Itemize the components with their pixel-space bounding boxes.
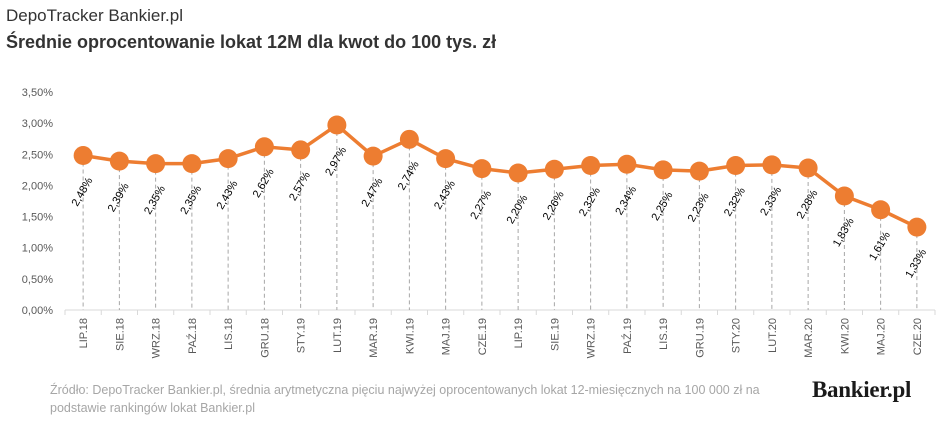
x-tick-label: PAŹ.18: [186, 318, 199, 354]
y-tick-label: 0,50%: [22, 274, 53, 286]
data-point: [399, 129, 419, 149]
data-label: 2,20%: [505, 193, 531, 226]
data-label: 2,48%: [70, 175, 96, 208]
data-point: [653, 160, 673, 180]
chart-title: Średnie oprocentowanie lokat 12M dla kwo…: [6, 32, 497, 52]
data-point: [907, 217, 927, 237]
x-tick-label: WRZ.19: [586, 318, 598, 358]
y-tick-label: 2,00%: [22, 180, 53, 192]
data-point: [73, 146, 93, 166]
y-tick-label: 3,50%: [22, 87, 53, 99]
x-tick-label: MAJ.19: [441, 318, 453, 355]
x-tick-label: LIS.18: [223, 318, 235, 350]
x-tick-label: LIP.19: [513, 318, 525, 348]
data-point: [436, 149, 456, 169]
x-tick-label: LUT.20: [767, 318, 779, 353]
data-point: [689, 161, 709, 181]
x-tick-label: MAJ.20: [876, 318, 888, 355]
data-point: [363, 146, 383, 166]
x-tick-label: STY.19: [296, 318, 308, 353]
data-point: [218, 149, 238, 169]
data-label: 2,35%: [178, 183, 204, 216]
data-label: 2,34%: [613, 184, 639, 217]
data-point: [871, 200, 891, 220]
data-point: [472, 159, 492, 179]
data-point: [762, 155, 782, 175]
x-tick-label: PAŹ.19: [621, 318, 634, 354]
data-label: 2,23%: [686, 191, 712, 224]
x-tick-label: CZE.20: [912, 318, 924, 355]
data-point: [834, 186, 854, 206]
data-point: [327, 115, 347, 135]
data-label: 2,26%: [541, 189, 567, 222]
data-point: [109, 151, 129, 171]
data-label: 2,25%: [650, 190, 676, 223]
data-label: 1,61%: [867, 230, 893, 263]
data-point: [182, 154, 202, 174]
data-label: 2,28%: [795, 188, 821, 221]
x-tick-label: KWI.20: [839, 318, 851, 354]
chart-brand: DepoTracker Bankier.pl: [6, 6, 184, 25]
data-label: 1,83%: [831, 216, 857, 249]
x-tick-label: STY.20: [731, 318, 743, 353]
data-label: 2,32%: [722, 185, 748, 218]
data-point: [508, 163, 528, 183]
data-point: [726, 155, 746, 175]
data-label: 2,97%: [323, 145, 349, 178]
data-label: 2,57%: [287, 170, 313, 203]
data-label: 2,62%: [251, 167, 277, 200]
bankier-logo: Bankier.pl: [812, 377, 912, 402]
data-label: 2,32%: [577, 185, 603, 218]
data-point: [254, 137, 274, 157]
x-tick-label: SIE.18: [114, 318, 126, 351]
y-tick-label: 1,00%: [22, 243, 53, 255]
y-tick-label: 2,50%: [22, 149, 53, 161]
data-point: [798, 158, 818, 178]
y-tick-label: 3,00%: [22, 118, 53, 130]
data-label: 2,74%: [396, 159, 422, 192]
data-label: 1,33%: [903, 247, 929, 280]
data-point: [544, 159, 564, 179]
x-tick-label: CZE.19: [477, 318, 489, 355]
x-tick-label: GRU.18: [259, 318, 271, 358]
data-label: 2,33%: [758, 185, 784, 218]
data-label: 2,27%: [468, 188, 494, 221]
data-point: [617, 154, 637, 174]
x-tick-label: KWI.19: [404, 318, 416, 354]
data-point: [146, 154, 166, 174]
y-tick-label: 0,00%: [22, 305, 53, 317]
x-tick-label: LIP.18: [78, 318, 90, 348]
source-note: Źródło: DepoTracker Bankier.pl, średnia …: [50, 383, 760, 415]
data-label: 2,35%: [142, 183, 168, 216]
data-label: 2,47%: [360, 176, 386, 209]
data-point: [291, 140, 311, 160]
x-tick-label: MAR.20: [803, 318, 815, 358]
y-tick-label: 1,50%: [22, 212, 53, 224]
data-label: 2,43%: [432, 178, 458, 211]
x-tick-label: WRZ.18: [151, 318, 163, 358]
x-tick-label: LIS.19: [658, 318, 670, 350]
x-tick-label: MAR.19: [368, 318, 380, 358]
x-tick-label: LUT.19: [332, 318, 344, 353]
x-tick-label: GRU.19: [694, 318, 706, 358]
data-point: [581, 155, 601, 175]
series-line: [82, 123, 918, 229]
x-tick-label: SIE.19: [549, 318, 561, 351]
data-label: 2,39%: [106, 181, 132, 214]
data-label: 2,43%: [215, 178, 241, 211]
